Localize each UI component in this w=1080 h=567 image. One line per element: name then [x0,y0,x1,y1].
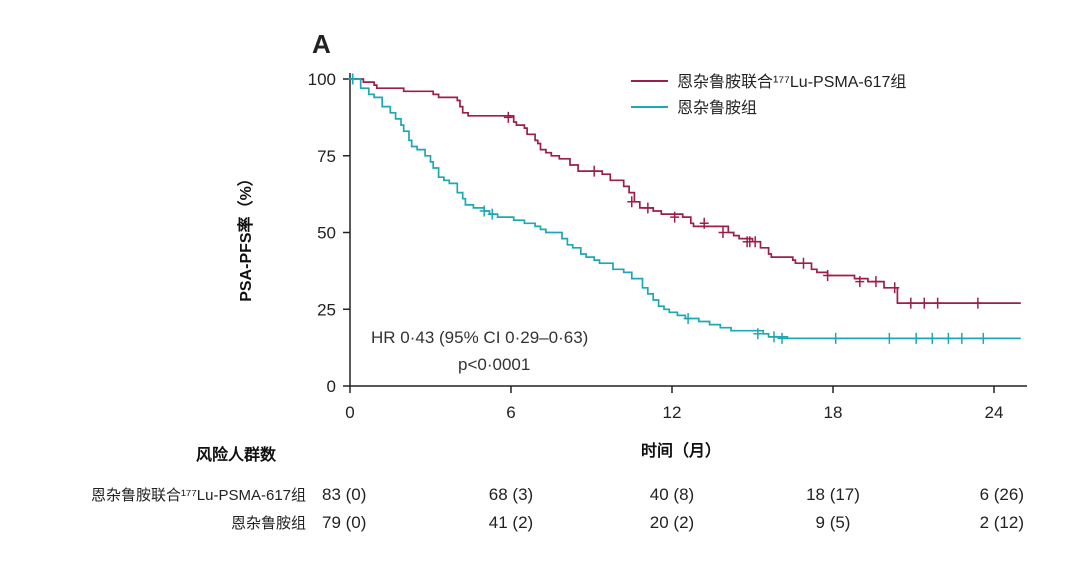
censor-mark [831,332,841,344]
y-axis: 0 25 50 75 100 [308,70,351,396]
censor-mark [855,276,865,288]
censor-mark [777,332,787,344]
x-tick-label: 0 [345,403,354,422]
censor-mark [753,328,763,340]
risk-value: 2 (12) [980,513,1024,532]
censor-mark [487,208,497,220]
x-axis-title: 时间（月） [641,441,721,460]
risk-value: 18 (17) [806,485,860,504]
censor-mark [718,227,728,238]
censor-mark [927,332,937,344]
km-curve-enza [350,78,1021,340]
censor-mark [479,205,489,217]
censor-mark [884,332,894,344]
km-curve-combo [350,78,1021,304]
x-tick-label: 18 [824,403,843,422]
x-axis: 0 6 12 18 24 [345,385,1027,422]
y-tick-label: 25 [317,300,336,319]
series-layer [348,73,1021,344]
censor-mark [943,332,953,344]
y-tick-label: 50 [317,224,336,243]
legend: 恩杂鲁胺联合¹⁷⁷Lu-PSMA-617组 恩杂鲁胺组 [631,73,906,117]
censor-mark [798,257,808,269]
legend-label-enza: 恩杂鲁胺组 [677,99,757,117]
plot-area: 0 25 50 75 100 0 6 12 18 24 [308,70,1027,422]
censor-mark [911,332,921,344]
risk-value: 41 (2) [489,513,533,532]
censor-mark [589,165,599,177]
panel-label: A [312,29,331,59]
censor-mark [906,297,916,309]
risk-row-label: 恩杂鲁胺联合¹⁷⁷Lu-PSMA-617组 [91,487,306,504]
censor-mark [699,217,709,229]
censor-mark [973,297,983,309]
x-tick-label: 12 [663,403,682,422]
risk-value: 6 (26) [980,485,1024,504]
censor-mark [823,269,833,281]
censor-mark [627,196,637,208]
risk-table-title: 风险人群数 [196,445,277,464]
y-tick-label: 75 [317,147,336,166]
censor-mark [683,312,693,324]
censor-mark [978,332,988,344]
risk-value: 68 (3) [489,485,533,504]
risk-value: 9 (5) [816,513,851,532]
censor-mark [957,332,967,344]
censor-mark [348,73,358,85]
censor-mark [871,276,881,288]
y-tick-label: 100 [308,70,336,89]
y-axis-title: PSA-PFS率（%） [236,170,255,302]
y-tick-label: 0 [327,377,336,396]
x-tick-label: 6 [506,403,515,422]
p-value-annotation: p<0·0001 [458,355,530,374]
risk-table: 恩杂鲁胺联合¹⁷⁷Lu-PSMA-617组 83 (0) 68 (3) 40 (8) 1… [91,485,1024,532]
censor-mark [933,297,943,309]
censor-mark [503,111,513,123]
censor-mark [643,202,653,214]
x-tick-label: 24 [985,403,1004,422]
censor-mark [769,331,779,343]
risk-row-label: 恩杂鲁胺组 [231,515,306,532]
risk-value: 79 (0) [322,513,366,532]
censor-mark [919,297,929,309]
risk-value: 83 (0) [322,485,366,504]
censor-mark [750,236,760,248]
censor-mark [670,211,680,223]
legend-label-combo: 恩杂鲁胺联合¹⁷⁷Lu-PSMA-617组 [677,73,906,91]
censor-mark [890,282,900,294]
risk-value: 40 (8) [650,485,694,504]
hazard-ratio-annotation: HR 0·43 (95% CI 0·29–0·63) [371,328,588,347]
risk-value: 20 (2) [650,513,694,532]
